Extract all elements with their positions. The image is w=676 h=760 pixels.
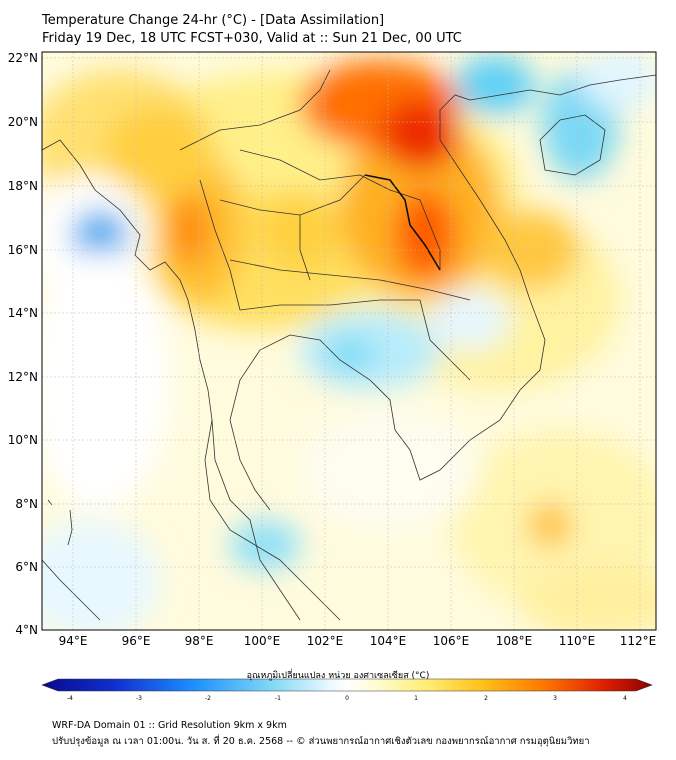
gridlines	[42, 52, 656, 630]
colorbar-tick: 1	[414, 695, 418, 702]
map-frame	[41, 51, 657, 631]
lon-tick-label: 108°E	[496, 634, 533, 648]
temperature-field	[42, 52, 656, 630]
lon-tick-label: 112°E	[620, 634, 657, 648]
lat-tick-label: 8°N	[15, 497, 38, 511]
lon-tick-label: 96°E	[122, 634, 151, 648]
colorbar-ticks: -4 -3 -2 -1 0 1 2 3 4	[67, 695, 627, 702]
lon-tick-label: 110°E	[559, 634, 596, 648]
mekong-border	[364, 174, 441, 271]
colorbar-tick: -4	[67, 695, 73, 702]
lat-tick-label: 10°N	[8, 433, 38, 447]
lon-tick-label: 102°E	[307, 634, 344, 648]
lat-axis: 22°N 20°N 18°N 16°N 14°N 12°N 10°N 8°N 6…	[8, 51, 38, 637]
lon-axis: 94°E 96°E 98°E 100°E 102°E 104°E 106°E 1…	[59, 634, 657, 648]
colorbar-bar	[41, 678, 653, 692]
lon-tick-label: 94°E	[59, 634, 88, 648]
lon-tick-label: 106°E	[433, 634, 470, 648]
colorbar-tick: -3	[136, 695, 142, 702]
colorbar-tick: -2	[205, 695, 211, 702]
lon-tick-label: 98°E	[185, 634, 214, 648]
title-line-2: Friday 19 Dec, 18 UTC FCST+030, Valid at…	[42, 31, 462, 46]
lon-tick-label: 100°E	[244, 634, 281, 648]
colorbar: -4 -3 -2 -1 0 1 2 3 4	[41, 678, 653, 702]
lat-tick-label: 22°N	[8, 51, 38, 65]
lat-tick-label: 20°N	[8, 115, 38, 129]
lat-tick-label: 18°N	[8, 179, 38, 193]
footer-line-2: ปรับปรุงข้อมูล ณ เวลา 01:00น. วัน ส. ที่…	[52, 736, 590, 747]
colorbar-tick: -1	[275, 695, 281, 702]
title-line-1: Temperature Change 24-hr (°C) - [Data As…	[42, 13, 385, 28]
lat-tick-label: 16°N	[8, 243, 38, 257]
lat-tick-label: 4°N	[15, 623, 38, 637]
lat-tick-label: 12°N	[8, 370, 38, 384]
colorbar-tick: 3	[553, 695, 557, 702]
colorbar-tick: 4	[623, 695, 627, 702]
colorbar-tick: 0	[345, 695, 349, 702]
map-outlines	[42, 69, 656, 621]
lon-tick-label: 104°E	[370, 634, 407, 648]
colorbar-tick: 2	[484, 695, 488, 702]
lat-tick-label: 6°N	[15, 560, 38, 574]
footer-line-1: WRF-DA Domain 01 :: Grid Resolution 9km …	[52, 720, 287, 731]
colorbar-title: อุณหภูมิเปลี่ยนแปลง หน่วย องศาเซลเซียส (…	[246, 671, 430, 681]
lat-tick-label: 14°N	[8, 306, 38, 320]
map-title: Temperature Change 24-hr (°C) - [Data As…	[42, 12, 462, 48]
